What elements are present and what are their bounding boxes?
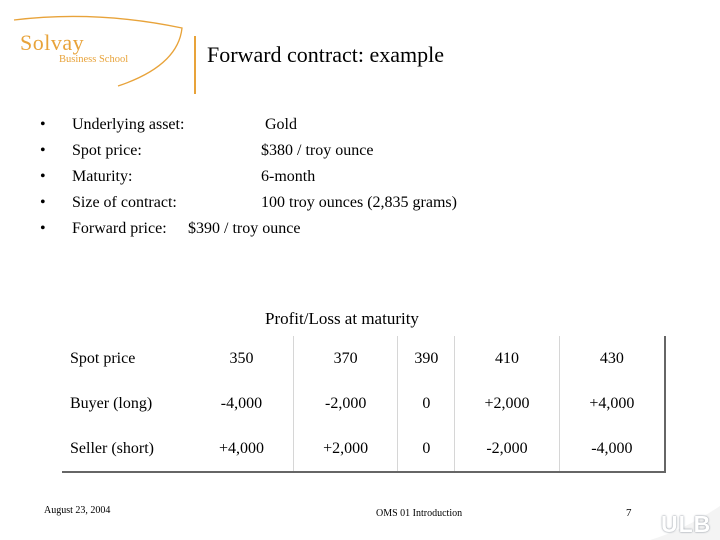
slide-title: Forward contract: example <box>207 42 445 67</box>
table-cell: 370 <box>292 336 398 381</box>
bullet-value: $380 / troy ounce <box>261 142 374 159</box>
table-cell: +2,000 <box>292 426 398 472</box>
bullet-icon: • <box>40 194 46 211</box>
bullet-value: Gold <box>265 116 297 133</box>
logo-main-text: Solvay <box>20 30 85 55</box>
table-cell: -2,000 <box>454 426 560 472</box>
table-cell: 0 <box>397 426 455 472</box>
row-label: Buyer (long) <box>70 394 153 412</box>
bullet-label: Forward price: <box>72 220 167 237</box>
table-cell: -4,000 <box>558 426 665 472</box>
table-cell: +4,000 <box>218 439 264 457</box>
table-row: Buyer (long) -4,000 -2,000 0 +2,000 +4,0… <box>62 381 665 426</box>
table-cell: -4,000 <box>220 394 263 412</box>
logo-sub-text: Business School <box>59 54 129 65</box>
table-cell: 390 <box>397 336 455 381</box>
bullet-icon: • <box>40 116 46 133</box>
ulb-logo: ULB <box>661 511 712 537</box>
row-label: Seller (short) <box>70 439 154 457</box>
bullet-icon: • <box>40 168 46 185</box>
bullet-value: 6-month <box>261 168 316 185</box>
table-cell: +2,000 <box>454 381 560 426</box>
bullet-label: Underlying asset: <box>72 116 185 133</box>
corner-decoration-icon <box>650 506 720 540</box>
bullet-value: $390 / troy ounce <box>188 220 301 237</box>
table-cell: 0 <box>397 381 455 426</box>
table-cell: 430 <box>558 336 665 381</box>
table-cell: 350 <box>229 349 254 367</box>
bullet-icon: • <box>40 142 46 159</box>
bullet-icon: • <box>40 220 46 237</box>
footer-course: OMS 01 Introduction <box>376 508 463 519</box>
bullet-label: Maturity: <box>72 168 133 185</box>
logo-swoosh-icon <box>13 15 183 87</box>
table-row: Seller (short) +4,000 +2,000 0 -2,000 -4… <box>62 426 665 472</box>
table-cell: 410 <box>454 336 560 381</box>
page-number: 7 <box>626 507 632 519</box>
table-cell: +4,000 <box>558 381 665 426</box>
profit-loss-title: Profit/Loss at maturity <box>265 309 419 328</box>
row-label: Spot price <box>70 349 136 367</box>
table-cell: -2,000 <box>292 381 398 426</box>
title-divider <box>194 36 196 94</box>
bullet-label: Spot price: <box>72 142 142 159</box>
solvay-logo: Solvay Business School <box>6 8 191 90</box>
bullet-value: 100 troy ounces (2,835 grams) <box>261 194 457 211</box>
table-row: Spot price 350 370 390 410 430 <box>62 336 665 381</box>
bullet-label: Size of contract: <box>72 194 177 211</box>
profit-loss-table: Spot price 350 370 390 410 430 Buyer (lo… <box>62 336 666 473</box>
footer-date: August 23, 2004 <box>44 505 111 516</box>
